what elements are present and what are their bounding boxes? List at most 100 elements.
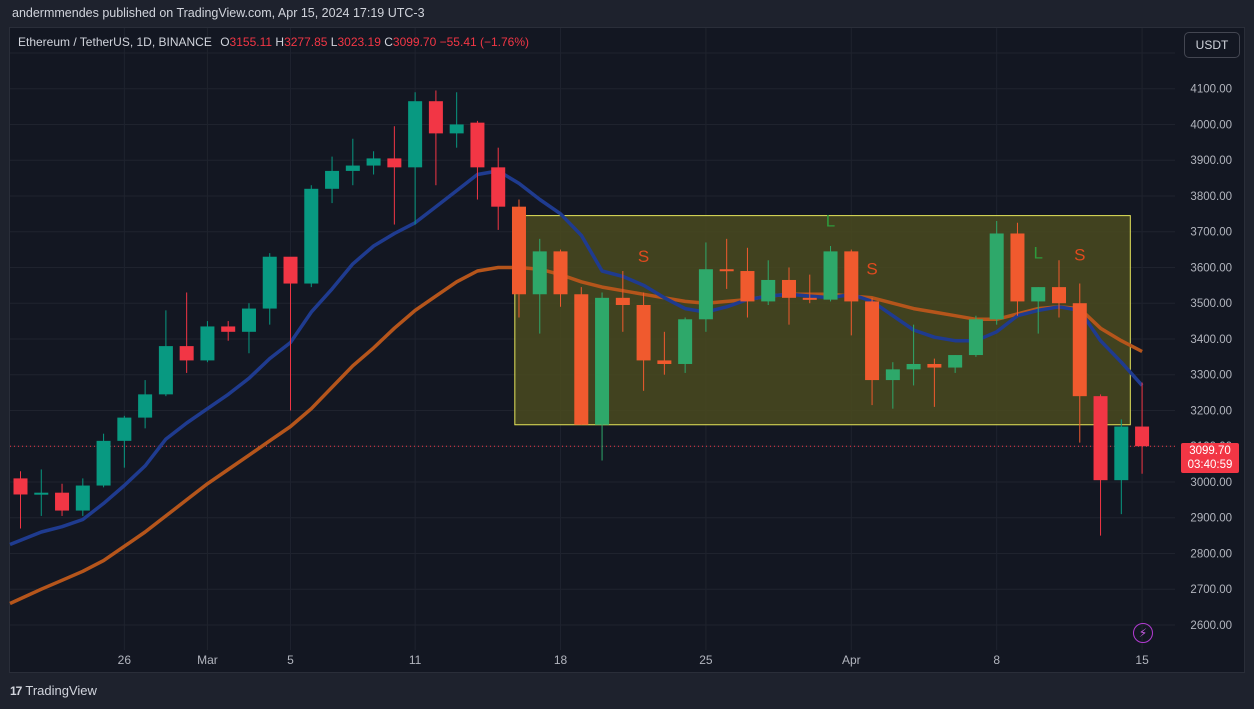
candle-body-36 — [761, 279, 776, 302]
candle-20 — [428, 90, 443, 186]
y-tick-15: 2700.00 — [1190, 584, 1232, 596]
candle-50 — [1052, 260, 1066, 318]
candle-39 — [823, 246, 838, 302]
candle-9 — [200, 321, 215, 363]
tradingview-brand[interactable]: 17 TradingView — [10, 683, 97, 698]
signal-label-0: S — [638, 247, 649, 266]
candle-54 — [1135, 382, 1150, 474]
y-tick-9: 3300.00 — [1190, 370, 1232, 382]
candle-body-10 — [221, 326, 236, 332]
candle-body-52 — [1093, 396, 1108, 481]
candle-22 — [470, 120, 485, 200]
range-box-layer — [10, 215, 1175, 447]
candle-38 — [802, 274, 817, 304]
candle-body-25 — [532, 251, 547, 295]
x-tick-3: 11 — [409, 653, 422, 667]
ma-fast-line — [9, 169, 1144, 547]
candle-body-14 — [304, 188, 319, 284]
x-tick-7: 8 — [993, 653, 1000, 667]
candle-48 — [1010, 222, 1025, 316]
high-value: 3277.85 — [284, 35, 328, 49]
y-tick-1: 4100.00 — [1190, 84, 1232, 96]
candle-2 — [55, 483, 70, 516]
candle-40 — [844, 249, 859, 336]
candle-body-12 — [262, 256, 277, 309]
candle-body-42 — [885, 369, 900, 381]
candle-body-18 — [387, 158, 402, 168]
candle-47 — [989, 220, 1004, 325]
candle-body-48 — [1010, 233, 1025, 302]
lightning-bolt-icon[interactable]: ⚡ — [1133, 623, 1153, 643]
x-tick-4: 18 — [554, 653, 568, 667]
open-label: O — [220, 35, 230, 49]
candle-4 — [96, 433, 111, 488]
y-tick-14: 2800.00 — [1190, 548, 1232, 560]
candle-23 — [491, 147, 506, 230]
candle-53 — [1114, 419, 1129, 515]
y-tick-7: 3500.00 — [1190, 298, 1232, 310]
candle-34 — [719, 238, 734, 289]
candle-10 — [221, 321, 236, 341]
ma-slow-line — [9, 265, 1143, 606]
close-value: 3099.70 — [392, 35, 437, 49]
publisher-caption: andermmendes published on TradingView.co… — [12, 6, 425, 20]
candles — [13, 90, 1150, 536]
candle-body-23 — [491, 167, 506, 207]
candle-body-16 — [345, 165, 360, 171]
candle-41 — [865, 297, 880, 406]
candle-body-33 — [698, 269, 713, 320]
candle-body-8 — [179, 346, 194, 361]
candle-18 — [387, 126, 402, 225]
candle-16 — [345, 138, 360, 186]
candle-body-37 — [781, 279, 796, 298]
signal-label-1: L — [826, 211, 835, 230]
y-tick-13: 2900.00 — [1190, 513, 1232, 525]
candle-35 — [740, 247, 755, 318]
candle-29 — [615, 271, 630, 332]
candle-body-19 — [408, 101, 423, 168]
candle-body-0 — [13, 478, 28, 495]
candle-11 — [241, 303, 256, 354]
signal-labels: S L S L S — [638, 211, 1086, 278]
last-price-tag: 3099.70 03:40:59 — [1181, 443, 1239, 473]
candle-body-47 — [989, 233, 1004, 320]
candle-52 — [1093, 394, 1108, 536]
candle-49 — [1031, 287, 1046, 334]
high-label: H — [275, 35, 285, 49]
candle-body-54 — [1135, 426, 1150, 447]
x-tick-8: 15 — [1135, 653, 1149, 667]
candle-19 — [408, 92, 423, 225]
y-tick-16: 2600.00 — [1190, 620, 1232, 632]
candle-37 — [781, 267, 796, 325]
candle-3 — [75, 478, 90, 516]
range-box — [514, 215, 1131, 426]
candle-body-50 — [1052, 287, 1066, 304]
candle-24 — [511, 199, 526, 318]
candle-body-13 — [283, 256, 298, 284]
candle-body-22 — [470, 122, 485, 168]
candle-body-40 — [844, 251, 859, 302]
candle-26 — [553, 249, 568, 307]
last-price-value: 3099.70 — [1189, 445, 1231, 457]
currency-button[interactable]: USDT — [1184, 32, 1240, 58]
x-tick-2: 5 — [287, 653, 294, 667]
candle-28 — [595, 292, 610, 461]
price-axis: 4200.004100.004000.003900.003800.003700.… — [1190, 48, 1232, 632]
candle-31 — [657, 331, 672, 375]
candle-body-34 — [719, 269, 734, 272]
candle-body-4 — [96, 440, 111, 486]
candle-42 — [885, 362, 900, 409]
signal-label-3: L — [1033, 244, 1042, 263]
candle-17 — [366, 151, 381, 175]
candle-body-44 — [927, 363, 942, 368]
candle-13 — [283, 256, 298, 411]
candle-5 — [117, 415, 132, 468]
time-axis: 26 Mar 5 11 18 25 Apr 8 15 — [118, 653, 1149, 667]
candle-body-1 — [34, 492, 49, 495]
candle-21 — [449, 92, 464, 148]
candle-body-7 — [158, 346, 173, 395]
x-tick-5: 25 — [699, 653, 713, 667]
candle-30 — [636, 292, 651, 391]
candle-6 — [138, 380, 153, 429]
